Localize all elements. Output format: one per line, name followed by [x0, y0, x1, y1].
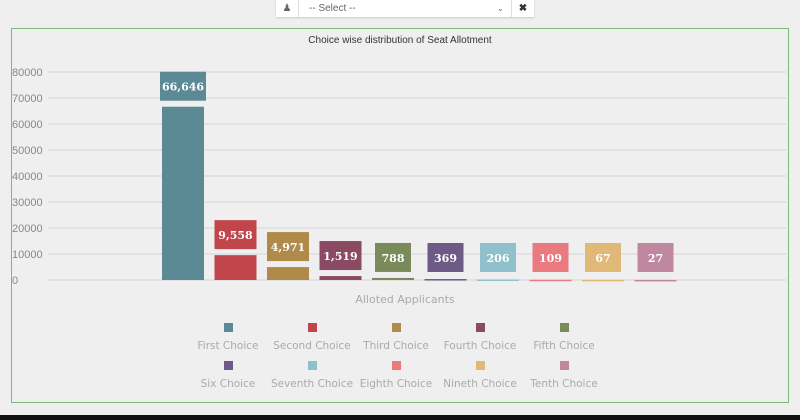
legend-item: Fifth Choice: [533, 340, 594, 352]
clear-button[interactable]: ✖: [511, 0, 534, 17]
data-label-box: [427, 243, 464, 272]
bar: [267, 267, 309, 280]
legend-item: Fourth Choice: [444, 340, 517, 352]
select-value[interactable]: -- Select --: [309, 3, 356, 14]
data-label-box: [637, 243, 674, 272]
data-label-box: [532, 243, 569, 272]
data-label-box: [375, 242, 411, 272]
legend-item: Seventh Choice: [271, 378, 353, 390]
chevron-down-icon[interactable]: ⌄: [497, 4, 504, 13]
legend-swatch: [392, 361, 401, 370]
data-label: 109: [539, 252, 562, 265]
bar: [424, 279, 467, 281]
legend-swatch: [224, 361, 233, 370]
legend-item: First Choice: [198, 340, 259, 352]
bar: [319, 276, 362, 280]
legend-swatch: [308, 323, 317, 332]
legend-item: Eighth Choice: [360, 378, 433, 390]
y-tick-label: 50000: [12, 145, 43, 157]
y-tick-label: 40000: [12, 171, 43, 183]
bar: [214, 255, 257, 280]
legend-item: Six Choice: [201, 378, 256, 390]
data-label: 4,971: [271, 241, 305, 254]
data-label: 369: [434, 252, 457, 265]
x-axis-label: Alloted Applicants: [355, 293, 455, 306]
data-label-box: [160, 71, 206, 101]
bar: [162, 106, 204, 280]
bar: [529, 279, 572, 282]
data-label: 788: [382, 252, 405, 265]
legend-swatch: [392, 323, 401, 332]
legend-swatch: [560, 361, 569, 370]
y-tick-label: 60000: [12, 119, 43, 131]
legend-swatch: [560, 323, 569, 332]
bar: [477, 279, 519, 281]
data-label: 67: [595, 252, 610, 265]
y-tick-label: 70000: [12, 93, 43, 105]
legend-swatch: [308, 361, 317, 370]
legend-item: Nineth Choice: [443, 378, 517, 390]
data-label-box: [214, 220, 257, 250]
data-label-box: [585, 243, 621, 272]
legend-item: Second Choice: [273, 340, 351, 352]
data-label-box: [480, 243, 516, 272]
data-label-box: [267, 232, 309, 262]
bar: [634, 279, 677, 282]
user-icon: ♟: [276, 0, 299, 17]
y-tick-label: 30000: [12, 197, 43, 209]
bottom-bar: [0, 415, 800, 420]
legend-item: Tenth Choice: [529, 378, 597, 390]
choice-select[interactable]: ♟ -- Select -- ⌄ ✖: [276, 0, 534, 17]
legend-item: Third Choice: [362, 340, 429, 352]
data-label: 27: [648, 252, 663, 265]
y-tick-label: 80000: [12, 67, 43, 79]
y-tick-label: 20000: [12, 223, 43, 235]
data-label: 1,519: [323, 250, 357, 263]
data-label: 9,558: [218, 229, 253, 242]
legend-swatch: [476, 361, 485, 370]
data-label: 66,646: [162, 81, 204, 94]
legend-swatch: [476, 323, 485, 332]
data-label-box: [319, 241, 362, 271]
bar: [372, 277, 414, 280]
data-label: 206: [487, 252, 510, 265]
legend-swatch: [224, 323, 233, 332]
chart-title: Choice wise distribution of Seat Allotme…: [308, 35, 492, 46]
bar: [582, 279, 624, 282]
y-tick-label: 10000: [12, 249, 43, 261]
chart-panel: Choice wise distribution of Seat Allotme…: [11, 28, 789, 403]
y-tick-label: 0: [12, 275, 18, 287]
